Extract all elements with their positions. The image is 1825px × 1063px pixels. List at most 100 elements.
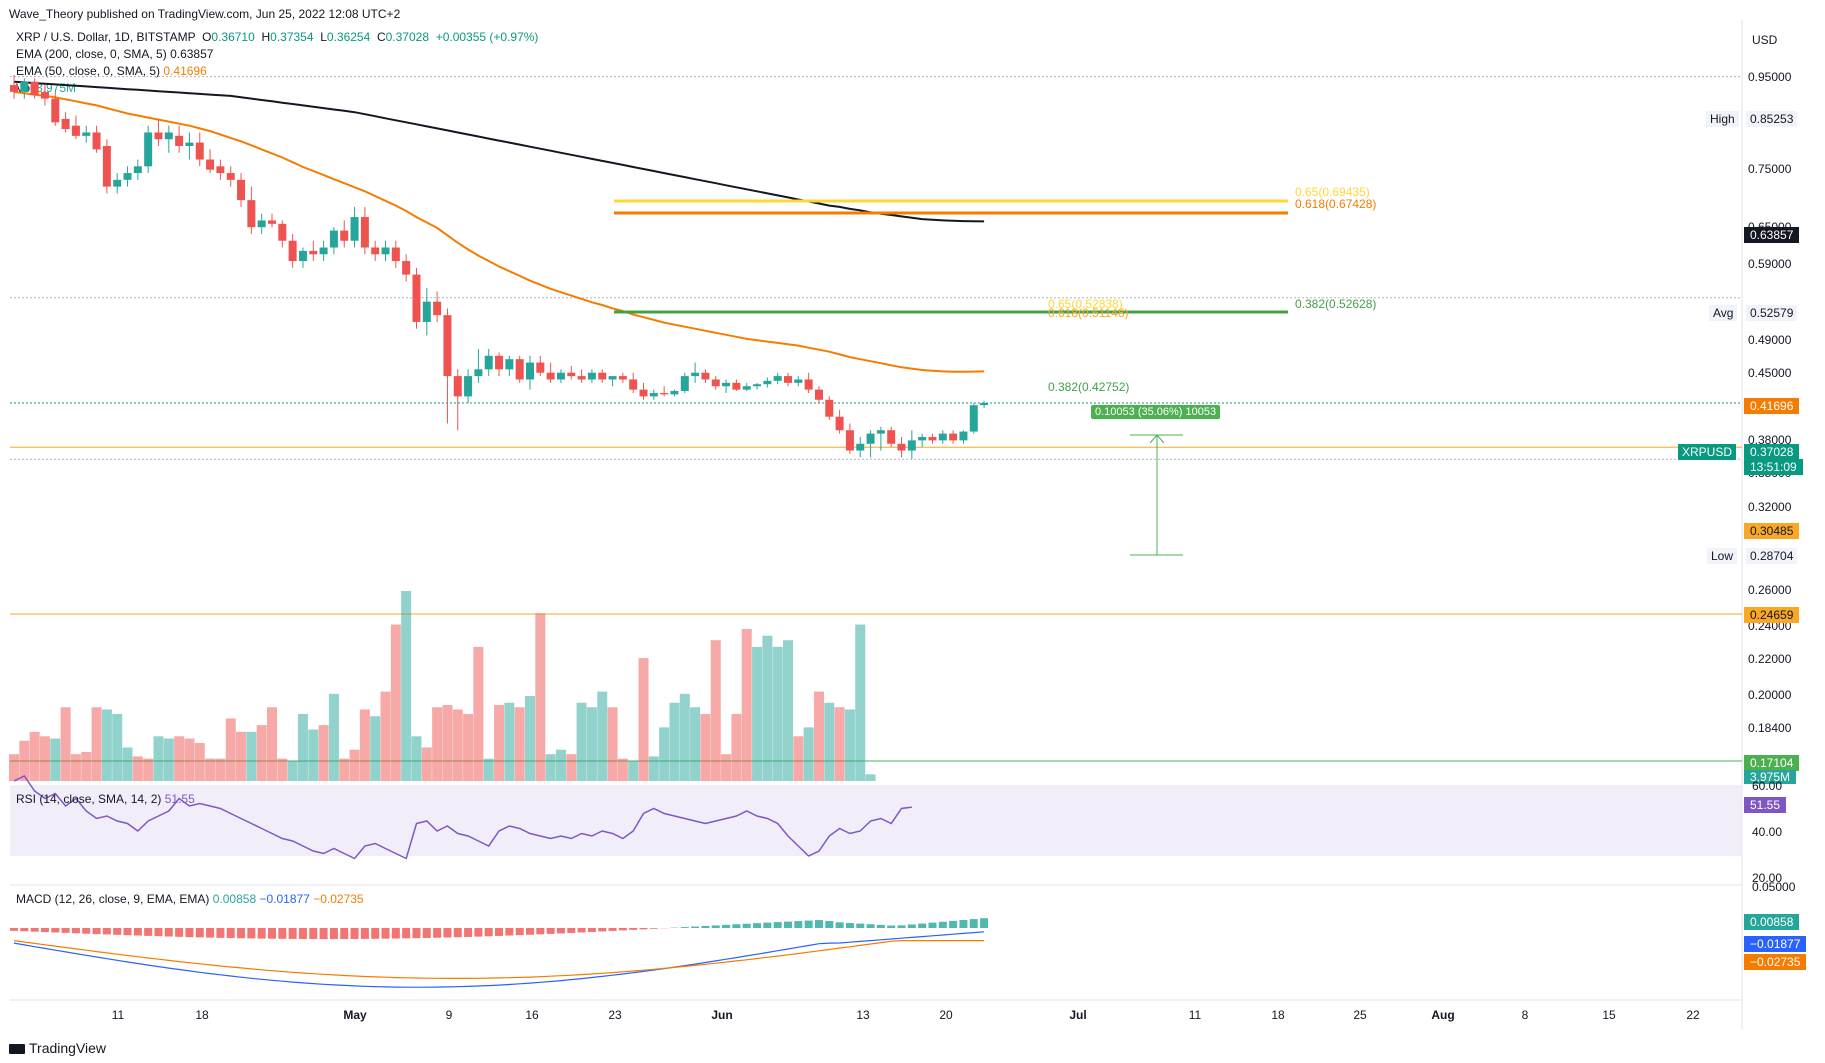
ema200-price-tag: 0.63857 bbox=[1744, 227, 1800, 243]
price-axis-tick: 0.75000 bbox=[1748, 162, 1792, 176]
candle-body bbox=[412, 274, 421, 322]
fib-label-0382-mid: 0.382(0.52628) bbox=[1295, 297, 1377, 311]
volume-bar bbox=[359, 709, 370, 781]
macd-histogram-bar bbox=[773, 922, 782, 928]
candle-body bbox=[484, 355, 493, 370]
macd-histogram-bar bbox=[247, 928, 256, 939]
price-axis-tick: 0.38000 bbox=[1748, 433, 1792, 447]
candle-body bbox=[474, 369, 483, 377]
candle-body bbox=[102, 146, 111, 187]
candle-body bbox=[340, 230, 349, 241]
fib-label-0382-low: 0.382(0.42752) bbox=[1048, 380, 1130, 394]
candle-body bbox=[907, 440, 916, 451]
candle-body bbox=[804, 379, 813, 390]
candle-body bbox=[433, 301, 442, 316]
macd-histogram-bar bbox=[185, 928, 194, 938]
price-axis-tick: 0.95000 bbox=[1748, 70, 1792, 84]
price-axis-tick: 0.49000 bbox=[1748, 333, 1792, 347]
candle-body bbox=[845, 430, 854, 451]
volume-bar bbox=[318, 725, 329, 781]
price-axis-tick: 0.32000 bbox=[1748, 500, 1792, 514]
ema50-legend[interactable]: EMA (50, close, 0, SMA, 5) 0.41696 bbox=[16, 64, 207, 78]
candle-body bbox=[629, 379, 638, 390]
macd-histogram-bar bbox=[587, 928, 596, 932]
volume-bar bbox=[29, 731, 40, 781]
candle-body bbox=[928, 437, 937, 441]
candle-body bbox=[887, 430, 896, 444]
candle-body bbox=[309, 250, 318, 255]
macd-histogram-bar bbox=[195, 928, 204, 938]
candle-body bbox=[278, 223, 287, 241]
volume-bar bbox=[328, 693, 339, 781]
candle-body bbox=[268, 220, 276, 224]
macd-line-tag: −0.01877 bbox=[1744, 936, 1807, 952]
macd-histogram-bar bbox=[639, 928, 648, 930]
volume-bar bbox=[721, 754, 732, 781]
macd-histogram-bar bbox=[360, 928, 369, 939]
candle-body bbox=[649, 393, 658, 397]
measure-label[interactable]: 0.10053 (35.06%) 10053 bbox=[1091, 405, 1221, 419]
candle-body bbox=[598, 372, 607, 380]
volume-bar bbox=[411, 736, 422, 781]
volume-bar bbox=[834, 707, 845, 781]
macd-line bbox=[13, 931, 985, 988]
candle-body bbox=[216, 166, 225, 174]
volume-bar bbox=[710, 640, 721, 781]
publish-attribution: Wave_Theory published on TradingView.com… bbox=[9, 7, 401, 21]
macd-histogram-bar bbox=[20, 928, 29, 932]
macd-histogram-bar bbox=[464, 928, 473, 937]
volume-bar bbox=[380, 691, 391, 781]
time-axis-tick: May bbox=[343, 1008, 367, 1022]
fib-label-0618-top: 0.618(0.67428) bbox=[1295, 197, 1377, 211]
volume-bar bbox=[586, 707, 597, 781]
macd-histogram-bar bbox=[753, 923, 762, 928]
candle-body bbox=[195, 142, 204, 160]
macd-histogram-bar bbox=[856, 923, 865, 928]
candle-body bbox=[381, 247, 390, 255]
macd-legend[interactable]: MACD (12, 26, close, 9, EMA, EMA) 0.0085… bbox=[16, 892, 364, 906]
macd-histogram-bar bbox=[618, 928, 627, 931]
avg-value-tag: 0.52579 bbox=[1746, 305, 1798, 321]
candle-body bbox=[701, 372, 710, 380]
rsi-legend[interactable]: RSI (14, close, SMA, 14, 2) 51.55 bbox=[16, 792, 195, 806]
volume-bar bbox=[236, 731, 247, 781]
symbol-legend[interactable]: XRP / U.S. Dollar, 1D, BITSTAMP O0.36710… bbox=[16, 30, 539, 44]
time-axis-tick: Jun bbox=[711, 1008, 733, 1022]
candle-body bbox=[360, 217, 369, 248]
volume-bar bbox=[504, 702, 515, 781]
candle-body bbox=[835, 416, 844, 431]
macd-histogram-bar bbox=[71, 928, 80, 934]
fib-label-0618-mid: 0.618(0.51148) bbox=[1048, 306, 1129, 320]
time-axis-tick: 18 bbox=[195, 1008, 209, 1022]
candle-body bbox=[938, 433, 947, 441]
macd-histogram-bar bbox=[980, 918, 989, 928]
macd-histogram-bar bbox=[949, 920, 958, 928]
macd-histogram-bar bbox=[113, 928, 122, 935]
macd-histogram-bar bbox=[742, 923, 751, 928]
macd-histogram-bar bbox=[938, 921, 947, 928]
macd-histogram-bar bbox=[133, 928, 142, 936]
macd-histogram-bar bbox=[928, 922, 937, 928]
tradingview-logo[interactable]: TradingView bbox=[9, 1040, 106, 1056]
volume-tag: 3.975M bbox=[1744, 770, 1797, 784]
macd-histogram-bar bbox=[216, 928, 225, 938]
macd-histogram-bar bbox=[680, 927, 689, 928]
volume-bar bbox=[648, 756, 659, 781]
macd-histogram-bar bbox=[51, 928, 60, 933]
volume-bar bbox=[752, 646, 763, 781]
volume-bar bbox=[163, 738, 174, 781]
level-tag-024659: 0.24659 bbox=[1744, 607, 1800, 623]
candle-body bbox=[556, 372, 565, 380]
macd-histogram-bar bbox=[123, 928, 132, 936]
volume-bar bbox=[452, 709, 463, 781]
macd-histogram-bar bbox=[608, 928, 617, 931]
macd-histogram-bar bbox=[298, 928, 307, 939]
currency-label: USD bbox=[1752, 33, 1778, 47]
volume-bar bbox=[463, 713, 474, 781]
candle-body bbox=[763, 380, 772, 385]
macd-histogram-bar bbox=[577, 928, 586, 933]
ema200-legend[interactable]: EMA (200, close, 0, SMA, 5) 0.63857 bbox=[16, 47, 214, 61]
candle-body bbox=[980, 402, 989, 406]
volume-bar bbox=[421, 747, 432, 781]
